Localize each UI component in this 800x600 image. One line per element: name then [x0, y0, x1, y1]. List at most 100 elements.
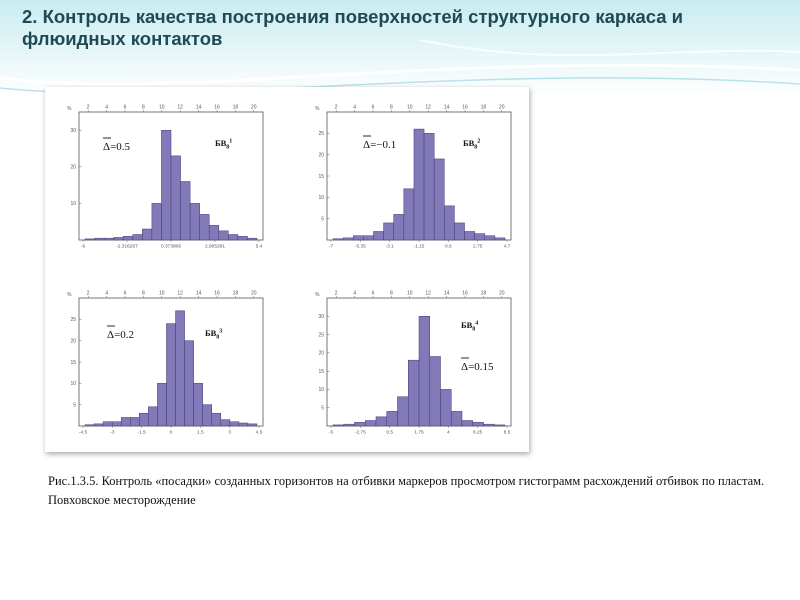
- histogram-bv8-2: 2 4 6 8 10 12 14 16 18 20% 5 10 15 20 25 -7 -5.35 -3.1 -1.…: [307, 99, 517, 257]
- y-tick-label: 25: [318, 332, 324, 338]
- top-tick-label: 14: [444, 291, 450, 297]
- y-tick-label: 20: [318, 351, 324, 357]
- bottom-tick-label: 2.75: [473, 244, 483, 250]
- histogram-bar: [332, 238, 344, 241]
- histogram-bar: [102, 421, 113, 427]
- histogram-bar: [474, 233, 486, 241]
- top-tick-label: 2: [335, 291, 338, 297]
- histogram-bar: [494, 424, 506, 427]
- y-axis-label: %: [315, 106, 320, 112]
- top-tick-label: 18: [481, 291, 487, 297]
- y-tick-label: 15: [318, 174, 324, 180]
- histogram-bar: [386, 411, 398, 427]
- histogram-bar: [444, 205, 455, 241]
- y-axis-label: %: [67, 292, 72, 298]
- histogram-bar: [166, 323, 176, 427]
- top-tick-label: 14: [196, 105, 202, 111]
- histogram-bar: [193, 383, 203, 427]
- top-tick-label: 12: [177, 291, 183, 297]
- bottom-tick-label: 3: [228, 430, 231, 436]
- y-tick-label: 5: [73, 402, 76, 408]
- histogram-bar: [342, 237, 354, 241]
- histogram-bar: [199, 214, 210, 241]
- top-tick-label: 4: [105, 105, 108, 111]
- top-tick-label: 4: [353, 291, 356, 297]
- y-tick-label: 20: [318, 152, 324, 158]
- histogram-bar: [161, 130, 172, 241]
- y-tick-label: 20: [70, 165, 76, 171]
- histogram-bar: [464, 231, 475, 241]
- histogram-bar: [403, 188, 415, 241]
- histogram-bar: [472, 422, 484, 427]
- bottom-tick-label: 5.4: [256, 244, 263, 250]
- histogram-bar: [93, 423, 104, 427]
- bottom-tick-label: 1.5: [197, 430, 204, 436]
- delta-value: Δ=0.2: [107, 329, 134, 341]
- histogram-bv8-3: 2 4 6 8 10 12 14 16 18 20% 5 10 15 20 25 -4.5 -3 -1.5 0 1.5…: [59, 285, 269, 443]
- top-tick-label: 6: [372, 291, 375, 297]
- y-tick-label: 25: [70, 317, 76, 323]
- histogram-bar: [429, 356, 441, 427]
- top-tick-label: 16: [214, 105, 220, 111]
- y-tick-label: 10: [318, 195, 324, 201]
- figure-frame: 2 4 6 8 10 12 14 16 18 20% 10 20 30 -6 -2.316267 0.3738…: [45, 87, 529, 452]
- histogram-bar: [237, 236, 248, 241]
- bottom-tick-label: -7: [329, 244, 334, 250]
- histogram-bar: [413, 128, 425, 241]
- histogram-bar: [142, 228, 153, 241]
- bottom-tick-label: 2.905281: [205, 244, 225, 250]
- histogram-bar: [111, 421, 122, 427]
- delta-annotation: Δ=0.2: [107, 325, 134, 341]
- bottom-tick-label: -1.5: [138, 430, 147, 436]
- histogram-bar: [363, 235, 374, 241]
- bottom-tick-label: -5: [329, 430, 334, 436]
- bottom-tick-label: -5.35: [355, 244, 366, 250]
- figure-caption: Рис.1.3.5. Контроль «посадки» созданных …: [48, 474, 765, 507]
- bottom-tick-label: -4.5: [79, 430, 88, 436]
- histogram-bar: [132, 234, 143, 241]
- histogram-bar: [229, 421, 240, 427]
- top-tick-label: 12: [425, 105, 431, 111]
- histogram-bar: [189, 203, 200, 241]
- histogram-bar: [84, 424, 95, 427]
- top-tick-label: 4: [353, 105, 356, 111]
- histogram-bar: [247, 237, 258, 241]
- formation-name: БВ81: [215, 138, 232, 151]
- histogram-bar: [103, 237, 114, 241]
- histogram-bar: [175, 310, 185, 427]
- histogram-bar: [202, 404, 212, 427]
- top-tick-label: 2: [87, 291, 90, 297]
- histogram-bar: [418, 316, 430, 427]
- delta-value: Δ=0.5: [103, 141, 131, 153]
- histogram-bar: [454, 222, 465, 241]
- top-tick-label: 18: [233, 105, 239, 111]
- histogram-bar: [451, 411, 463, 427]
- histogram-bar: [113, 237, 124, 241]
- histogram-bar: [218, 230, 229, 241]
- y-tick-label: 10: [70, 201, 76, 207]
- y-tick-label: 10: [70, 381, 76, 387]
- bottom-tick-label: -3: [110, 430, 115, 436]
- top-tick-label: 10: [159, 105, 165, 111]
- top-tick-label: 4: [105, 291, 108, 297]
- histogram-bar: [120, 417, 131, 427]
- top-tick-label: 2: [335, 105, 338, 111]
- histogram-bar: [211, 412, 222, 427]
- histogram-bar: [94, 237, 105, 241]
- histogram-bar: [365, 420, 377, 427]
- histogram-bar: [440, 389, 452, 427]
- histogram-bar: [130, 417, 140, 427]
- top-tick-label: 16: [214, 291, 220, 297]
- top-tick-label: 8: [142, 105, 145, 111]
- top-tick-label: 12: [425, 291, 431, 297]
- top-tick-label: 10: [407, 105, 413, 111]
- top-tick-label: 12: [177, 105, 183, 111]
- top-tick-label: 6: [124, 291, 127, 297]
- formation-name: БВ84: [461, 320, 478, 333]
- histogram-bar: [397, 396, 409, 427]
- bottom-tick-label: 0: [170, 430, 173, 436]
- histogram-bar: [375, 416, 387, 427]
- top-tick-label: 8: [142, 291, 145, 297]
- y-tick-label: 5: [321, 406, 324, 412]
- top-tick-label: 18: [481, 105, 487, 111]
